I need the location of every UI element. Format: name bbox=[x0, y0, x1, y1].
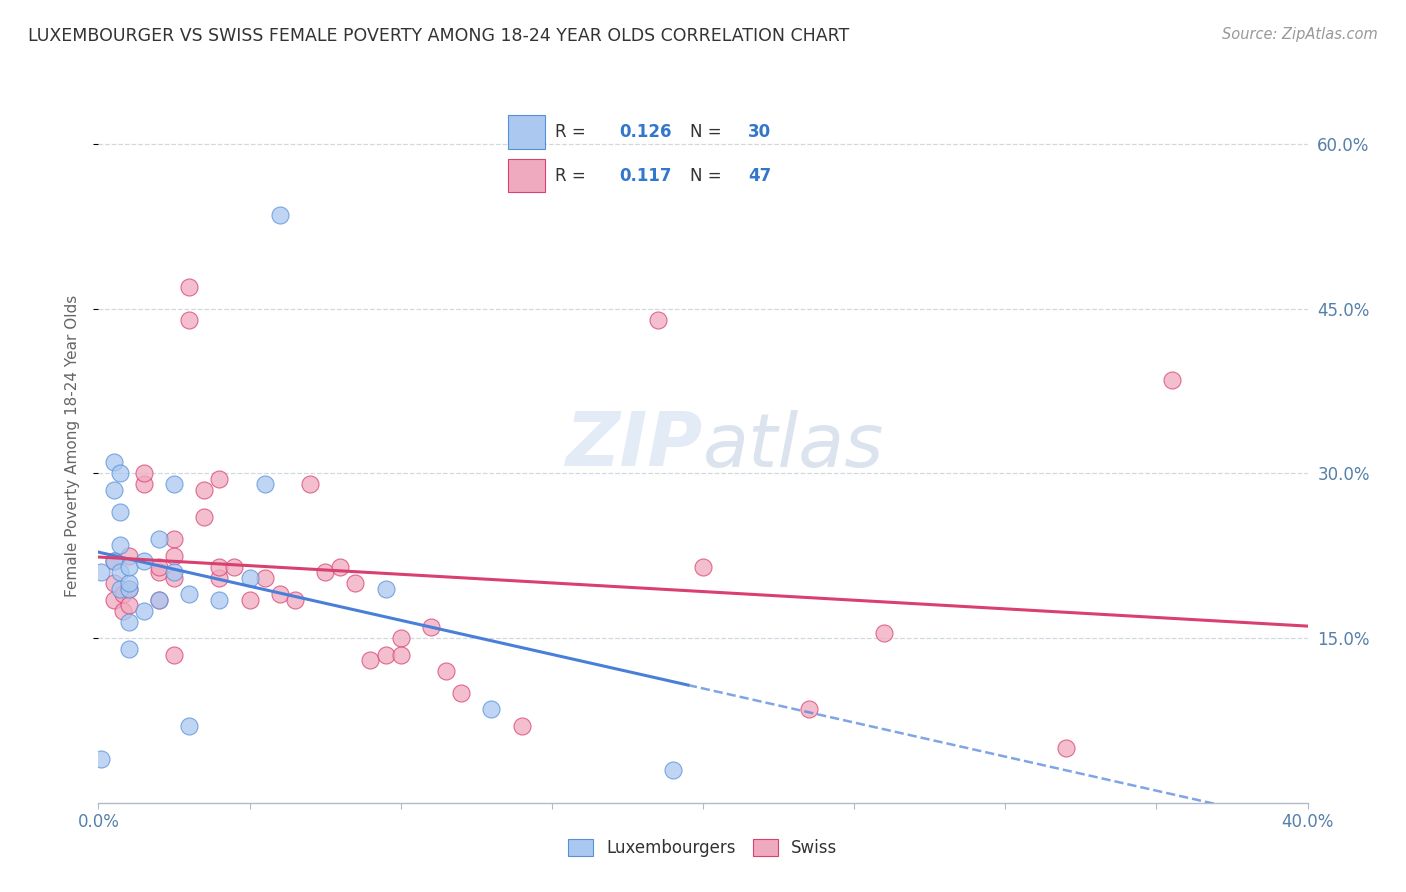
Point bbox=[90, 752, 112, 766]
Point bbox=[692, 559, 714, 574]
Point bbox=[118, 582, 141, 596]
Point bbox=[163, 549, 186, 563]
Point bbox=[118, 549, 141, 563]
Point bbox=[208, 472, 231, 486]
Point bbox=[374, 582, 396, 596]
Point bbox=[450, 686, 472, 700]
Point bbox=[148, 592, 170, 607]
Point bbox=[284, 592, 307, 607]
Point bbox=[148, 559, 170, 574]
Point bbox=[108, 538, 131, 552]
Point bbox=[118, 559, 141, 574]
Point bbox=[253, 477, 276, 491]
Point bbox=[148, 592, 170, 607]
Point bbox=[329, 559, 352, 574]
Point bbox=[179, 312, 201, 326]
Text: LUXEMBOURGER VS SWISS FEMALE POVERTY AMONG 18-24 YEAR OLDS CORRELATION CHART: LUXEMBOURGER VS SWISS FEMALE POVERTY AMO… bbox=[28, 27, 849, 45]
Point bbox=[90, 566, 112, 580]
Point bbox=[360, 653, 382, 667]
Point bbox=[661, 763, 683, 777]
Point bbox=[163, 648, 186, 662]
Point bbox=[132, 554, 155, 568]
Point bbox=[389, 631, 412, 645]
Point bbox=[193, 483, 215, 497]
Point bbox=[132, 477, 155, 491]
Point bbox=[510, 719, 533, 733]
Point bbox=[434, 664, 457, 678]
Point bbox=[118, 615, 141, 629]
Point bbox=[873, 625, 896, 640]
Point bbox=[118, 598, 141, 612]
Point bbox=[111, 604, 134, 618]
Text: atlas: atlas bbox=[703, 410, 884, 482]
Point bbox=[132, 467, 155, 481]
Point bbox=[118, 642, 141, 657]
Point bbox=[314, 566, 336, 580]
Point bbox=[148, 566, 170, 580]
Point bbox=[299, 477, 322, 491]
Point bbox=[253, 571, 276, 585]
Point bbox=[389, 648, 412, 662]
Point bbox=[224, 559, 246, 574]
Point bbox=[108, 566, 131, 580]
Point bbox=[163, 477, 186, 491]
Point bbox=[797, 702, 820, 716]
Point bbox=[420, 620, 443, 634]
Text: ZIP: ZIP bbox=[565, 409, 703, 483]
Point bbox=[179, 719, 201, 733]
Y-axis label: Female Poverty Among 18-24 Year Olds: Female Poverty Among 18-24 Year Olds bbox=[65, 295, 80, 597]
Point bbox=[163, 566, 186, 580]
Point bbox=[193, 510, 215, 524]
Point bbox=[103, 554, 125, 568]
Point bbox=[208, 559, 231, 574]
Point bbox=[344, 576, 367, 591]
Point bbox=[179, 280, 201, 294]
Point bbox=[208, 571, 231, 585]
Legend: Luxembourgers, Swiss: Luxembourgers, Swiss bbox=[560, 831, 846, 866]
Point bbox=[103, 455, 125, 469]
Point bbox=[103, 554, 125, 568]
Point bbox=[103, 483, 125, 497]
Point bbox=[647, 312, 669, 326]
Point bbox=[148, 533, 170, 547]
Point bbox=[108, 582, 131, 596]
Point bbox=[269, 587, 291, 601]
Point bbox=[481, 702, 503, 716]
Point bbox=[118, 582, 141, 596]
Point bbox=[269, 209, 291, 223]
Point bbox=[239, 592, 262, 607]
Point bbox=[108, 467, 131, 481]
Point bbox=[239, 571, 262, 585]
Point bbox=[111, 587, 134, 601]
Point bbox=[103, 576, 125, 591]
Point bbox=[163, 533, 186, 547]
Point bbox=[163, 571, 186, 585]
Text: Source: ZipAtlas.com: Source: ZipAtlas.com bbox=[1222, 27, 1378, 42]
Point bbox=[374, 648, 396, 662]
Point bbox=[132, 604, 155, 618]
Point bbox=[1054, 740, 1077, 755]
Point bbox=[103, 592, 125, 607]
Point bbox=[108, 505, 131, 519]
Point bbox=[179, 587, 201, 601]
Point bbox=[208, 592, 231, 607]
Point bbox=[118, 576, 141, 591]
Point bbox=[1160, 373, 1182, 387]
